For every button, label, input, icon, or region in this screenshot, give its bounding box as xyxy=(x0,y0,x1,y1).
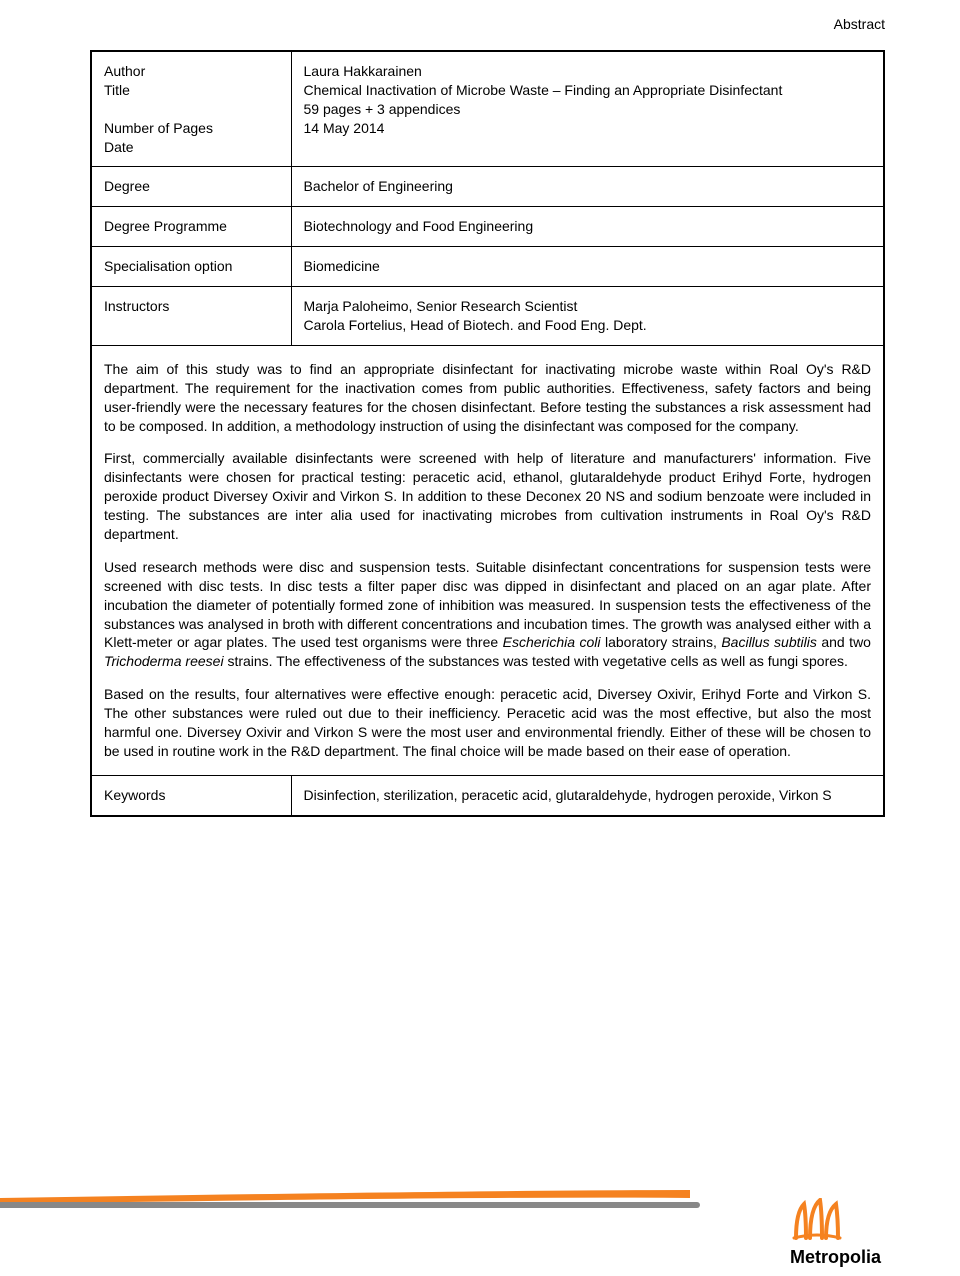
pages-label: Number of Pages xyxy=(104,120,213,136)
keywords-value: Disinfection, sterilization, peracetic a… xyxy=(291,775,884,815)
abstract-table: Author Title Number of Pages Date Laura … xyxy=(90,50,885,817)
programme-label: Degree Programme xyxy=(91,207,291,247)
body-row: The aim of this study was to find an app… xyxy=(91,345,884,775)
degree-value: Bachelor of Engineering xyxy=(291,167,884,207)
instructors-value: Marja Paloheimo, Senior Research Scienti… xyxy=(291,287,884,346)
title-label: Title xyxy=(104,82,130,98)
metropolia-logo-text: Metropolia xyxy=(790,1247,920,1268)
instructor2: Carola Fortelius, Head of Biotech. and F… xyxy=(304,317,647,333)
body-p4: Based on the results, four alternatives … xyxy=(104,685,871,761)
meta-row-degree: Degree Bachelor of Engineering xyxy=(91,167,884,207)
author-value: Laura Hakkarainen xyxy=(304,63,422,79)
meta-row-instructors: Instructors Marja Paloheimo, Senior Rese… xyxy=(91,287,884,346)
meta-values-basic: Laura Hakkarainen Chemical Inactivation … xyxy=(291,51,884,167)
keywords-row: Keywords Disinfection, sterilization, pe… xyxy=(91,775,884,815)
meta-row-specialisation: Specialisation option Biomedicine xyxy=(91,247,884,287)
metropolia-logo: Metropolia xyxy=(790,1198,920,1268)
instructor1: Marja Paloheimo, Senior Research Scienti… xyxy=(304,298,578,314)
species-ecoli: Escherichia coli xyxy=(503,634,601,650)
specialisation-label: Specialisation option xyxy=(91,247,291,287)
title-value: Chemical Inactivation of Microbe Waste –… xyxy=(304,82,783,98)
date-label: Date xyxy=(104,139,134,155)
degree-label: Degree xyxy=(91,167,291,207)
programme-value: Biotechnology and Food Engineering xyxy=(291,207,884,247)
meta-row-programme: Degree Programme Biotechnology and Food … xyxy=(91,207,884,247)
pages-value: 59 pages + 3 appendices xyxy=(304,101,461,117)
meta-labels-basic: Author Title Number of Pages Date xyxy=(91,51,291,167)
author-label: Author xyxy=(104,63,145,79)
species-bsubtilis: Bacillus subtilis xyxy=(721,634,817,650)
species-treesei: Trichoderma reesei xyxy=(104,653,224,669)
footer-gray-bar xyxy=(0,1202,700,1208)
abstract-body: The aim of this study was to find an app… xyxy=(91,345,884,775)
specialisation-value: Biomedicine xyxy=(291,247,884,287)
metropolia-logo-icon xyxy=(790,1198,844,1242)
date-value: 14 May 2014 xyxy=(304,120,385,136)
body-p2: First, commercially available disinfecta… xyxy=(104,449,871,543)
page-footer: Metropolia xyxy=(0,1186,960,1276)
header-label: Abstract xyxy=(90,16,885,32)
body-p1: The aim of this study was to find an app… xyxy=(104,360,871,436)
instructors-label: Instructors xyxy=(91,287,291,346)
keywords-label: Keywords xyxy=(91,775,291,815)
abstract-page: Abstract Author Title Number of Pages Da… xyxy=(0,0,960,1276)
meta-row-basic: Author Title Number of Pages Date Laura … xyxy=(91,51,884,167)
body-p3: Used research methods were disc and susp… xyxy=(104,558,871,671)
